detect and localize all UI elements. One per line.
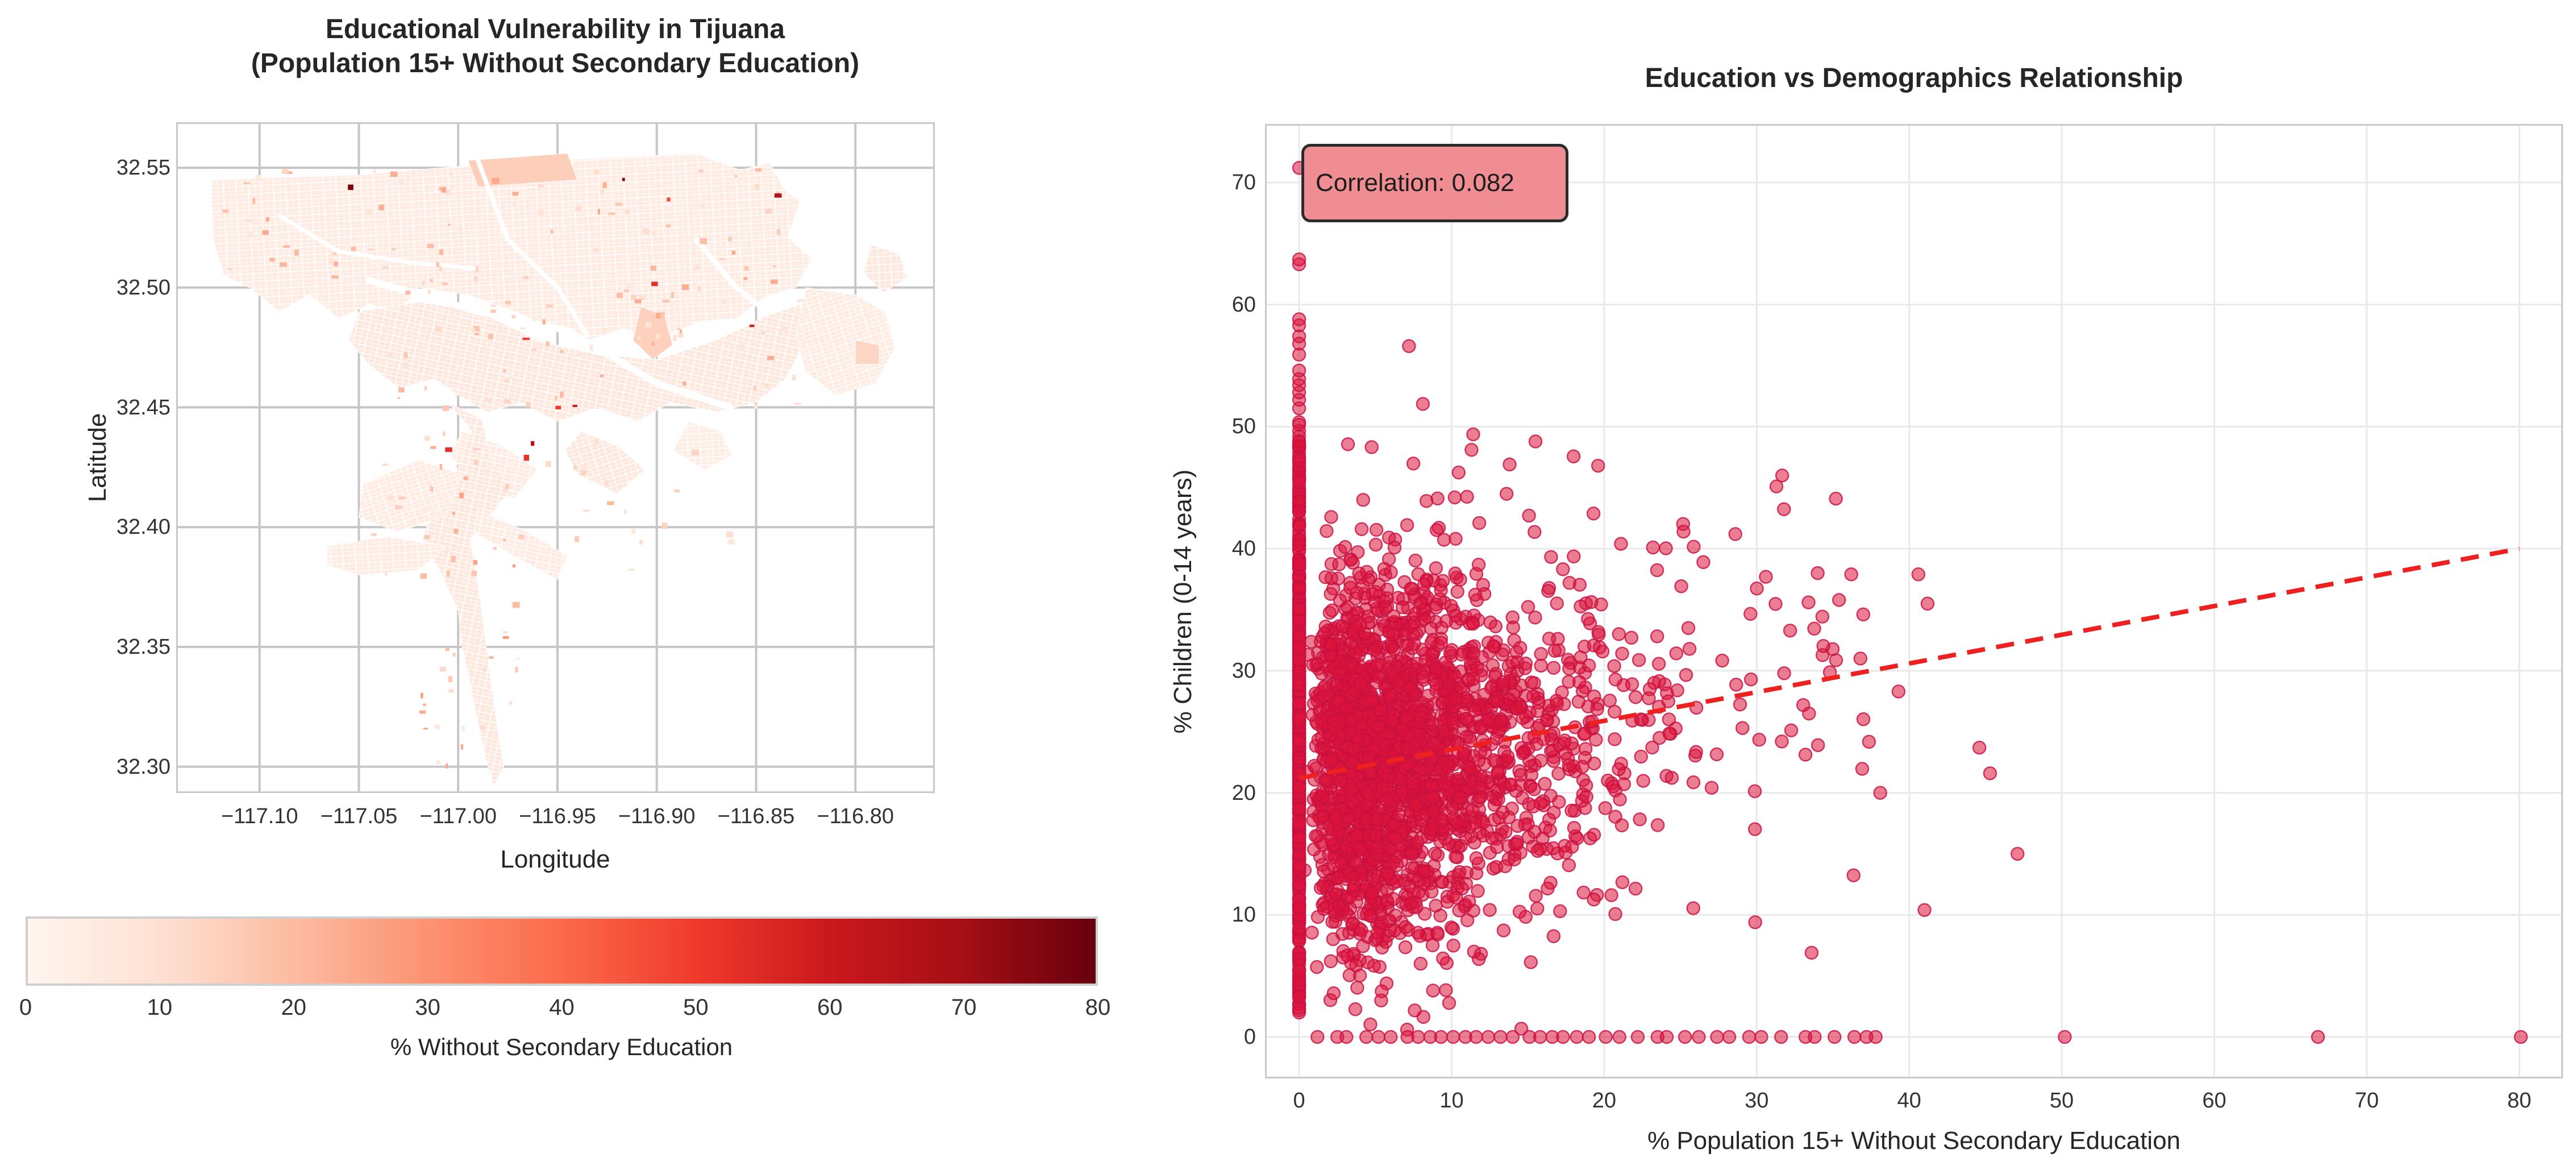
colorbar-tick: 0 [19,995,32,1020]
map-y-tick: 32.35 [116,634,170,659]
scatter-y-tick: 30 [1231,658,1256,683]
scatter-y-tick: 20 [1231,781,1256,805]
scatter-x-tick: 20 [1592,1089,1617,1113]
colorbar-tick: 80 [1085,995,1111,1020]
map-plot-area [176,122,935,793]
colorbar-tick: 10 [147,995,173,1020]
scatter-x-tick: 0 [1293,1089,1305,1113]
correlation-annotation: Correlation: 0.082 [1301,144,1568,222]
map-x-tick: −116.90 [618,804,696,828]
map-x-tick: −116.85 [717,804,795,828]
scatter-y-tick: 10 [1231,903,1256,927]
scatter-y-tick: 0 [1243,1025,1256,1049]
map-ylabel: Latitude [84,413,111,503]
colorbar-tick: 30 [415,995,440,1020]
correlation-annotation-text: Correlation: 0.082 [1316,169,1514,197]
scatter-y-tick: 70 [1231,171,1256,195]
map-x-tick: −116.95 [519,804,596,828]
colorbar-tick: 50 [683,995,709,1020]
scatter-xlabel: % Population 15+ Without Secondary Educa… [1647,1127,2181,1155]
colorbar-tick: 20 [281,995,307,1020]
colorbar-label: % Without Secondary Education [390,1034,733,1060]
map-y-tick: 32.30 [116,754,170,779]
colorbar-tick: 40 [549,995,575,1020]
map-title-line1: Educational Vulnerability in Tijuana [325,14,785,44]
map-title: Educational Vulnerability in Tijuana (Po… [251,13,859,81]
map-x-tick: −117.00 [419,804,497,828]
map-xlabel: Longitude [500,845,610,873]
map-y-tick: 32.40 [116,515,170,540]
scatter-x-tick: 10 [1439,1089,1464,1113]
scatter-x-tick: 30 [1745,1089,1769,1113]
scatter-x-tick: 70 [2354,1089,2379,1113]
colorbar-tick: 70 [951,995,977,1020]
scatter-x-tick: 50 [2049,1089,2074,1113]
map-title-line2: (Population 15+ Without Secondary Educat… [251,48,860,78]
map-y-tick: 32.55 [116,156,170,180]
scatter-ylabel: % Children (0-14 years) [1169,469,1197,734]
map-y-tick: 32.45 [116,395,170,420]
scatter-title: Education vs Demographics Relationship [1645,63,2183,93]
scatter-plot-area [1265,124,2563,1078]
map-x-tick: −117.05 [320,804,398,828]
scatter-y-tick: 40 [1231,537,1256,561]
scatter-x-tick: 80 [2507,1089,2532,1113]
scatter-y-tick: 60 [1231,292,1256,317]
scatter-y-tick: 50 [1231,414,1256,439]
scatter-x-tick: 40 [1897,1089,1921,1113]
colorbar-tick: 60 [817,995,843,1020]
map-x-tick: −117.10 [220,804,298,828]
map-x-tick: −116.80 [817,804,894,828]
map-y-tick: 32.50 [116,275,170,300]
colorbar-gradient [26,916,1098,986]
scatter-x-tick: 60 [2202,1089,2227,1113]
